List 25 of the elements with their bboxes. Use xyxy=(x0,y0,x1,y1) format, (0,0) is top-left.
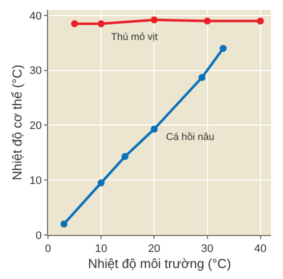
point xyxy=(150,126,158,133)
point xyxy=(220,44,227,52)
x-tick-label: 40 xyxy=(254,243,267,256)
point xyxy=(150,16,158,24)
point xyxy=(60,220,68,228)
y-tick-label: 40 xyxy=(30,10,42,22)
y-tick-label: 10 xyxy=(30,174,42,187)
x-tick-label: 20 xyxy=(148,243,160,256)
x-tick-label: 0 xyxy=(44,243,52,256)
point xyxy=(71,20,78,28)
x-tick-label: 30 xyxy=(201,243,214,256)
series-label: Thú mỏ vịt xyxy=(111,32,158,43)
series-label: Cá hồi nâu xyxy=(166,132,214,143)
point xyxy=(256,17,264,24)
x-axis-title: Nhiệt độ môi trường (°C) xyxy=(88,256,232,271)
y-axis-title: Nhiệt độ cơ thể (°C) xyxy=(10,64,24,180)
point xyxy=(204,17,211,24)
point xyxy=(198,74,206,81)
point xyxy=(98,179,105,186)
x-tick-label: 10 xyxy=(94,243,108,256)
y-tick-label: 0 xyxy=(36,230,42,242)
y-tick-label: 20 xyxy=(30,120,42,132)
y-tick-label: 30 xyxy=(30,65,42,78)
point xyxy=(98,20,105,28)
point xyxy=(121,153,128,160)
